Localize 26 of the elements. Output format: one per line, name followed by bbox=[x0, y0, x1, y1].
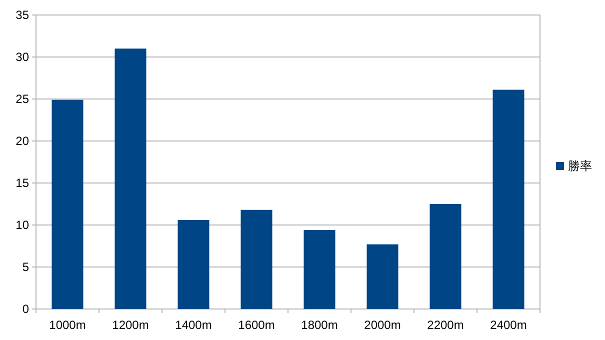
bar bbox=[366, 244, 398, 309]
bar bbox=[430, 204, 462, 309]
x-tick-label: 2000m bbox=[364, 318, 401, 332]
x-tick-label: 1400m bbox=[175, 318, 212, 332]
x-tick-label: 2400m bbox=[490, 318, 527, 332]
y-tick-label: 25 bbox=[16, 92, 30, 106]
legend-label: 勝率 bbox=[568, 159, 592, 173]
y-tick-label: 15 bbox=[16, 176, 30, 190]
y-tick-label: 20 bbox=[16, 134, 30, 148]
x-tick-label: 1200m bbox=[112, 318, 149, 332]
bar bbox=[304, 230, 336, 309]
x-tick-label: 1800m bbox=[301, 318, 338, 332]
y-tick-label: 0 bbox=[22, 302, 30, 316]
x-tick-label: 1600m bbox=[238, 318, 275, 332]
y-tick-label: 5 bbox=[22, 260, 30, 274]
y-tick-label: 30 bbox=[16, 50, 30, 64]
bar bbox=[114, 48, 146, 309]
bar bbox=[178, 220, 210, 309]
y-tick-label: 35 bbox=[16, 8, 30, 22]
legend: 勝率 bbox=[556, 159, 592, 173]
y-tick-label: 10 bbox=[16, 218, 30, 232]
x-tick-label: 1000m bbox=[49, 318, 86, 332]
x-tick-label: 2200m bbox=[427, 318, 464, 332]
bar bbox=[52, 100, 84, 309]
bar bbox=[492, 90, 524, 309]
bar bbox=[240, 210, 272, 309]
